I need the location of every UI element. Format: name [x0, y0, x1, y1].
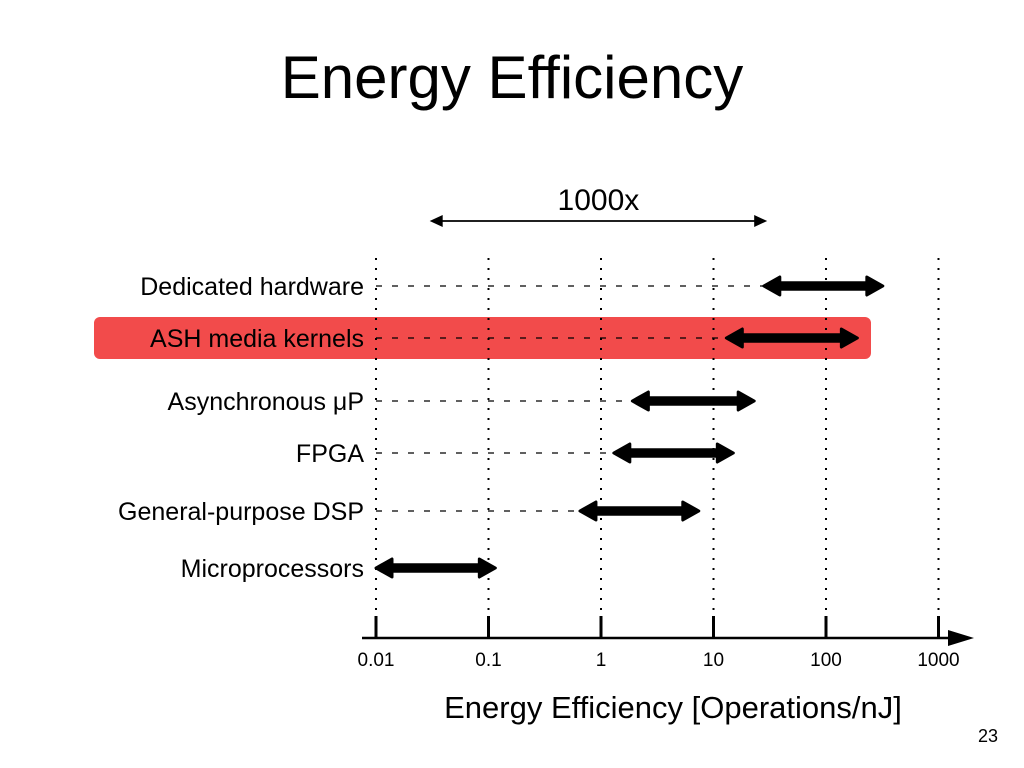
annotation-label-0: 1000x [558, 184, 640, 217]
category-label-3: FPGA [296, 440, 364, 468]
category-label-0: Dedicated hardware [140, 273, 364, 301]
x-tick-label-1: 0.1 [475, 650, 501, 671]
range-arrow-0 [762, 275, 885, 297]
category-label-2: Asynchronous μP [168, 388, 364, 416]
annotation-arrowhead-left-0 [429, 215, 443, 227]
x-axis-arrowhead [948, 630, 974, 646]
category-label-5: Microprocessors [181, 555, 364, 583]
range-arrow-4 [578, 500, 701, 522]
x-tick-label-0: 0.01 [358, 650, 395, 671]
x-tick-label-5: 1000 [917, 650, 959, 671]
category-label-1: ASH media kernels [150, 325, 364, 353]
category-label-4: General-purpose DSP [118, 498, 364, 526]
range-arrow-3 [612, 442, 735, 464]
annotation-arrowhead-right-0 [754, 215, 768, 227]
x-tick-label-4: 100 [810, 650, 842, 671]
slide-number: 23 [977, 726, 998, 746]
x-tick-label-3: 10 [703, 650, 724, 671]
range-arrow-5 [374, 557, 497, 579]
x-axis-label: Energy Efficiency [Operations/nJ] [444, 690, 902, 725]
highlight-band-1 [94, 317, 871, 359]
range-arrow-1 [724, 327, 859, 349]
x-tick-label-2: 1 [596, 650, 607, 671]
slide-title: Energy Efficiency [280, 44, 744, 111]
range-arrow-2 [630, 390, 756, 412]
